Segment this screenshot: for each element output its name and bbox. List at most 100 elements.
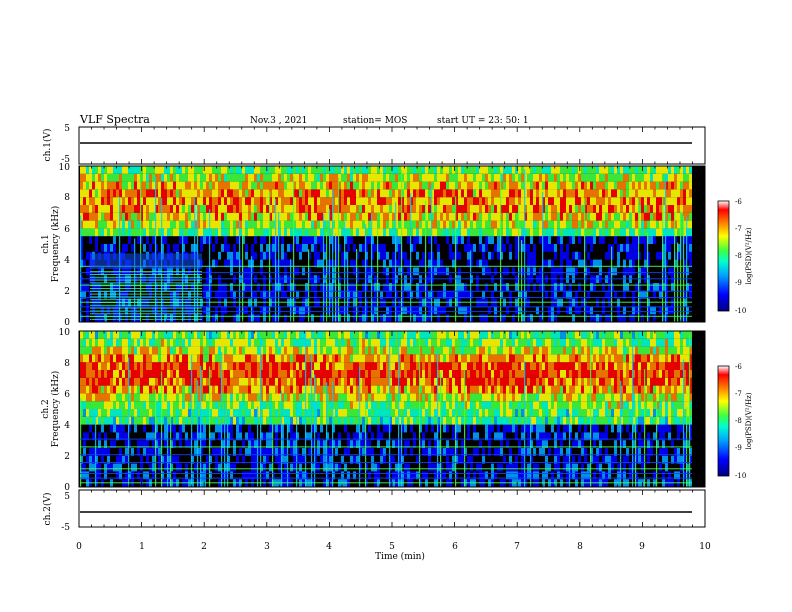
spectrogram-cell [581, 205, 584, 213]
spectrogram-cell [215, 393, 218, 402]
spectrogram-cell [350, 370, 353, 378]
spectrogram-cell [515, 306, 518, 315]
spectrogram-cell [347, 290, 350, 299]
spectrogram-cell [566, 212, 569, 221]
spectrogram-cell [410, 193, 412, 322]
spectrogram-cell [191, 181, 194, 190]
spectrogram-cell [602, 166, 605, 174]
spectrogram-cell [638, 283, 641, 291]
spectrogram-cell [464, 181, 467, 190]
spectrogram-cell [404, 173, 407, 182]
spectrogram-cell [476, 283, 479, 291]
spectrogram-cell [92, 370, 95, 378]
spectrogram-cell [275, 173, 278, 182]
spectrogram-cell [281, 331, 284, 339]
spectrogram-cell [80, 393, 83, 402]
spectrogram-cell [275, 370, 278, 378]
spectrogram-cell [203, 362, 206, 370]
spectrogram-cell [377, 377, 380, 386]
spectrogram-cell [662, 267, 665, 276]
spectrogram-cell [320, 236, 323, 244]
spectrogram-cell [113, 393, 116, 402]
spectrogram-cell [431, 401, 434, 409]
spectrogram-cell [482, 290, 485, 299]
spectrogram-cell [332, 189, 335, 198]
spectrogram-cell [392, 212, 395, 221]
spectrogram-cell [251, 212, 254, 221]
spectrogram-cell [170, 409, 173, 417]
spectrogram-cell [200, 362, 203, 370]
spectrogram-cell [206, 338, 209, 347]
spectrogram-cell [293, 306, 296, 315]
spectrogram-cell [629, 189, 632, 198]
spectrogram-cell [644, 251, 647, 260]
spectrogram-cell [287, 331, 290, 339]
spectrogram-cell [335, 205, 338, 213]
spectrogram-cell [185, 416, 188, 425]
spectrogram-cell [263, 290, 266, 299]
spectrogram-cell [377, 181, 380, 190]
spectrogram-cell [92, 377, 95, 386]
spectrogram-cell [116, 377, 119, 386]
spectrogram-cell [632, 314, 635, 322]
spectrogram-cell [80, 236, 83, 244]
spectrogram-cell [329, 409, 332, 417]
spectrogram-cell [356, 220, 359, 229]
spectrogram-cell [263, 189, 266, 198]
spectrogram-cell [134, 409, 137, 417]
spectrogram-cell [110, 416, 113, 425]
spectrogram-cell [260, 189, 263, 198]
spectrogram-cell [146, 440, 149, 448]
spectrogram-cell [227, 228, 230, 237]
spectrogram-cell [89, 166, 92, 174]
spectrogram-cell [332, 283, 335, 291]
spectrogram-cell [347, 440, 350, 448]
spectrogram-cell [266, 189, 269, 198]
spectrogram-cell [575, 228, 578, 237]
spectrogram-cell [608, 314, 611, 322]
spectrogram-cell [284, 393, 287, 402]
spectrogram-cell [329, 401, 332, 409]
spectrogram-cell [605, 173, 608, 182]
spectrogram-cell [647, 166, 650, 174]
spectrogram-cell [296, 338, 299, 347]
spectrogram-cell [260, 362, 263, 370]
spectrogram-cell [296, 189, 299, 198]
spectrogram-cell [281, 471, 284, 480]
spectrogram-cell [143, 244, 146, 252]
spectrogram-cell [599, 205, 602, 213]
spectrogram-cell [233, 205, 236, 213]
spectrogram-cell [332, 409, 335, 417]
spectrogram-cell [299, 362, 302, 370]
spectrogram-cell [383, 377, 386, 386]
spectrogram-cell [344, 409, 347, 417]
spectrogram-cell [371, 251, 374, 260]
spectrogram-cell [323, 440, 326, 448]
spectrogram-cell [230, 377, 233, 386]
spectrogram-cell [572, 267, 575, 276]
spectrogram-cell [374, 189, 377, 198]
spectrogram-cell [158, 173, 161, 182]
spectrogram-cell [566, 166, 569, 174]
spectrogram-cell [119, 471, 122, 480]
spectrogram-cell [113, 346, 116, 355]
spectrogram-cell [80, 346, 83, 355]
spectrogram-cell [95, 385, 98, 394]
spectrogram-cell [83, 189, 86, 198]
spectrogram-cell [584, 181, 587, 190]
spectrogram-cell [128, 189, 131, 198]
spectrogram-cell [98, 401, 101, 409]
spectrogram-cell [101, 354, 104, 363]
spectrogram-cell [128, 385, 131, 394]
spectrogram-cell [242, 173, 245, 182]
spectrogram-cell [140, 220, 143, 229]
spectrogram-cell [266, 346, 269, 355]
spectrogram-cell [488, 228, 491, 237]
spectrogram-cell [419, 259, 422, 268]
spectrogram-cell [344, 181, 347, 190]
spectrogram-cell [365, 173, 368, 182]
spectrogram-cell [665, 181, 668, 190]
spectrogram-cell [290, 409, 293, 417]
spectrogram-cell [329, 416, 332, 425]
spectrogram-cell [113, 205, 116, 213]
